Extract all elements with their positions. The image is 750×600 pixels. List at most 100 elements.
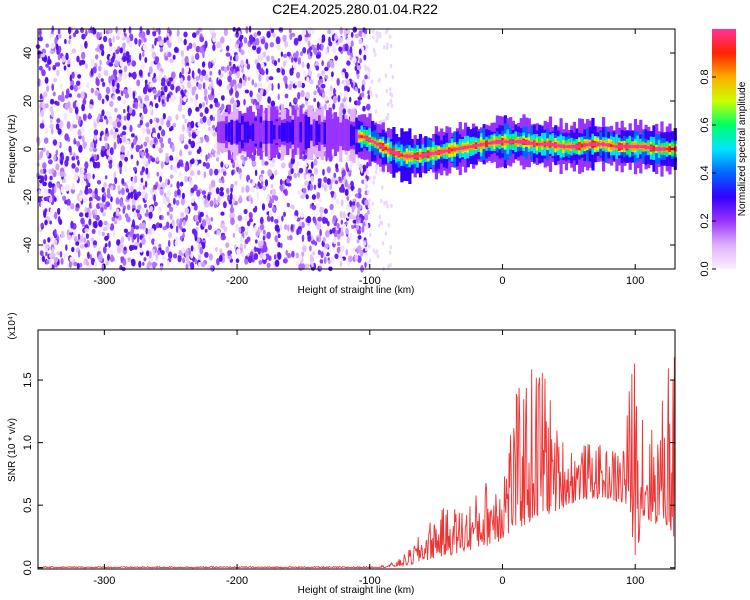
noise-speck xyxy=(155,75,159,80)
noise-speck xyxy=(234,224,240,231)
noise-speck xyxy=(320,43,324,51)
noise-speck xyxy=(130,55,134,61)
noise-speck xyxy=(88,211,92,219)
noise-speck xyxy=(366,161,369,169)
noise-speck xyxy=(104,175,108,180)
noise-speck xyxy=(374,250,378,256)
noise-speck xyxy=(274,235,278,243)
noise-speck xyxy=(321,183,325,188)
noise-speck xyxy=(384,231,388,236)
noise-speck xyxy=(158,95,161,103)
ridge-cell xyxy=(336,123,340,146)
noise-speck xyxy=(311,263,314,268)
noise-speck xyxy=(210,79,214,88)
noise-speck xyxy=(49,98,55,105)
noise-speck xyxy=(143,37,147,43)
noise-speck xyxy=(198,261,202,267)
ridge-cell xyxy=(530,141,534,145)
noise-speck xyxy=(174,190,178,198)
noise-speck xyxy=(248,212,253,219)
noise-speck xyxy=(356,65,362,71)
noise-speck xyxy=(296,161,300,167)
snr-y-tick-label: 0.5 xyxy=(22,498,34,513)
noise-speck xyxy=(316,237,319,242)
spectrogram-y-axis-label: Frequency (Hz) xyxy=(7,115,18,184)
noise-speck xyxy=(73,235,77,243)
ridge-cell xyxy=(365,136,369,141)
noise-speck xyxy=(179,97,183,106)
noise-speck xyxy=(195,30,200,35)
noise-speck xyxy=(95,54,99,60)
noise-speck xyxy=(81,234,84,241)
ridge-cell xyxy=(275,121,279,144)
colorbar: 0.00.20.40.60.8 Normalized spectral ampl… xyxy=(699,29,748,277)
noise-speck xyxy=(311,194,316,200)
noise-speck xyxy=(179,217,183,225)
noise-speck xyxy=(235,31,239,38)
noise-speck xyxy=(57,207,61,215)
noise-speck xyxy=(147,72,151,77)
noise-speck xyxy=(52,139,58,146)
noise-speck xyxy=(235,258,240,264)
noise-speck xyxy=(216,157,220,162)
noise-speck xyxy=(64,199,68,205)
noise-speck xyxy=(378,31,382,37)
noise-speck xyxy=(317,178,322,183)
noise-speck xyxy=(234,83,238,92)
noise-speck xyxy=(255,69,259,77)
noise-speck xyxy=(203,171,207,179)
noise-speck xyxy=(117,96,122,101)
ridge-cell xyxy=(623,145,627,149)
noise-speck xyxy=(333,192,337,200)
noise-speck xyxy=(190,252,194,259)
noise-speck xyxy=(144,79,148,85)
ridge-cell xyxy=(299,122,303,143)
noise-speck xyxy=(378,167,382,172)
noise-speck xyxy=(175,199,180,206)
ridge-cell xyxy=(578,144,582,148)
ridge-cell xyxy=(633,145,638,149)
noise-speck xyxy=(356,100,361,106)
noise-speck xyxy=(78,249,81,258)
ridge-cell xyxy=(424,153,428,157)
noise-speck xyxy=(82,135,85,143)
ridge-cell xyxy=(495,139,499,144)
noise-speck xyxy=(149,205,154,212)
noise-speck xyxy=(350,232,353,241)
ridge-cell xyxy=(660,147,664,151)
snr-y-tick-label: 0.0 xyxy=(22,560,34,575)
noise-speck xyxy=(97,93,102,101)
noise-speck xyxy=(51,168,55,174)
spec-y-tick-label: 20 xyxy=(22,95,34,107)
noise-speck xyxy=(161,77,166,84)
noise-speck xyxy=(253,253,259,260)
noise-speck xyxy=(388,34,392,39)
noise-speck xyxy=(282,53,288,59)
noise-speck xyxy=(277,241,281,248)
noise-speck xyxy=(240,226,246,233)
noise-speck xyxy=(262,51,267,58)
noise-speck xyxy=(375,164,378,169)
noise-speck xyxy=(274,219,279,224)
noise-speck xyxy=(116,35,120,40)
noise-speck xyxy=(255,38,260,46)
noise-speck xyxy=(104,243,108,248)
ridge-cell xyxy=(363,135,367,139)
ridge-cell xyxy=(405,154,409,159)
snr-x-tick-label: 0 xyxy=(499,575,505,587)
noise-speck xyxy=(386,102,390,107)
ridge-cell xyxy=(575,144,579,149)
noise-speck xyxy=(282,34,287,43)
noise-speck xyxy=(356,201,360,208)
ridge-cell xyxy=(517,140,521,144)
noise-speck xyxy=(219,248,223,254)
noise-speck xyxy=(50,189,55,196)
ridge-cell xyxy=(254,120,258,144)
noise-speck xyxy=(266,55,270,62)
noise-speck xyxy=(357,209,361,216)
ridge-cell xyxy=(341,124,346,145)
noise-speck xyxy=(65,244,68,251)
ridge-cell xyxy=(267,121,271,143)
noise-speck xyxy=(140,177,144,183)
